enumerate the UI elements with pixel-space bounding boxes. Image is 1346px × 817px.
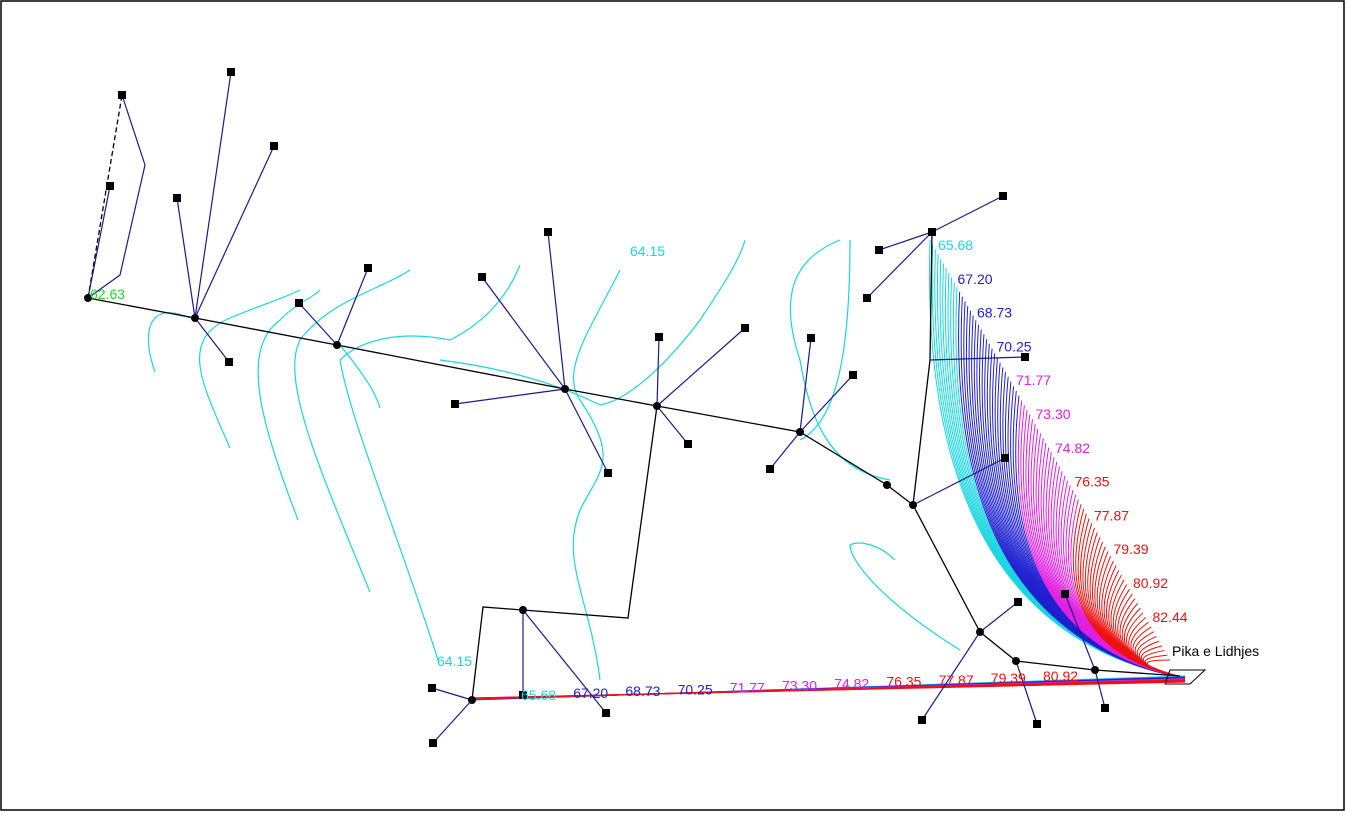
house-marker <box>918 716 926 724</box>
contour-label: 67.20 <box>573 685 608 701</box>
contour-label: 67.20 <box>958 271 993 287</box>
house-marker <box>106 182 114 190</box>
contour-label: 80.92 <box>1133 575 1168 591</box>
network <box>84 68 1207 747</box>
house-marker <box>766 465 774 473</box>
band-line <box>1146 659 1186 679</box>
contour-label: 71.77 <box>730 679 765 695</box>
node <box>1091 666 1099 674</box>
contour-labels: 65.68 67.20 68.73 70.25 71.77 73.30 74.82 76.35… <box>90 237 1188 703</box>
house-marker <box>544 228 552 236</box>
contour-label: 76.35 <box>886 674 921 690</box>
contour-label: 74.82 <box>1055 440 1090 456</box>
node <box>909 501 917 509</box>
nodes <box>84 68 1109 747</box>
contour <box>439 239 746 406</box>
contour <box>339 344 381 409</box>
house-marker <box>364 264 372 272</box>
house-marker <box>1033 720 1041 728</box>
contour-label: 77.87 <box>1094 507 1129 523</box>
contour-label: 80.92 <box>1043 668 1078 684</box>
house-marker <box>429 739 437 747</box>
contour <box>339 264 521 661</box>
house-marker <box>999 192 1007 200</box>
house-marker <box>684 440 692 448</box>
contour-label: 64.15 <box>630 243 665 259</box>
contour-label: 62.63 <box>90 286 125 302</box>
house-marker <box>928 228 936 236</box>
house-marker <box>1021 353 1029 361</box>
contour-label: 71.77 <box>1016 372 1051 388</box>
branch-line <box>471 405 658 701</box>
house-marker <box>451 400 459 408</box>
contour <box>294 269 411 593</box>
contour-lines <box>147 239 961 681</box>
pressure-bands <box>471 239 1186 701</box>
contour <box>849 542 961 651</box>
node <box>796 428 804 436</box>
contour-label: 79.39 <box>991 670 1026 686</box>
contour-label: 65.68 <box>521 687 556 703</box>
house-marker <box>604 469 612 477</box>
house-marker <box>1101 704 1109 712</box>
node <box>191 314 199 322</box>
contour-label: 76.35 <box>1075 474 1110 490</box>
house-marker <box>1014 598 1022 606</box>
callout-label: Pika e Lidhjes <box>1172 643 1259 659</box>
node <box>468 696 476 704</box>
contour <box>147 312 191 373</box>
contour-label: 73.30 <box>1036 406 1071 422</box>
house-marker <box>173 194 181 202</box>
node <box>1012 657 1020 665</box>
contour-label: 77.87 <box>939 672 974 688</box>
contour <box>572 269 621 681</box>
contour <box>799 239 851 441</box>
node <box>883 481 891 489</box>
node <box>653 402 661 410</box>
band-line <box>471 681 1186 699</box>
house-marker <box>602 709 610 717</box>
contour-label: 82.44 <box>1153 609 1188 625</box>
node <box>519 606 527 614</box>
contour-label: 79.39 <box>1114 541 1149 557</box>
house-marker <box>519 691 527 699</box>
house-marker <box>807 334 815 342</box>
contour-label: 65.68 <box>938 237 973 253</box>
house-marker <box>118 91 126 99</box>
contour-label: 73.30 <box>782 678 817 694</box>
trunk-line <box>87 297 1181 677</box>
branch-line <box>87 94 123 299</box>
contour-label: 70.25 <box>678 681 713 697</box>
node <box>976 628 984 636</box>
house-marker <box>270 142 278 150</box>
contour-label: 68.73 <box>625 683 660 699</box>
house-marker <box>863 294 871 302</box>
node <box>84 294 92 302</box>
contour <box>198 289 301 449</box>
house-marker <box>478 273 486 281</box>
house-marker <box>227 68 235 76</box>
house-marker <box>295 299 303 307</box>
connection-point <box>1164 669 1207 685</box>
house-marker <box>741 324 749 332</box>
contour-label: 70.25 <box>997 338 1032 354</box>
node <box>561 385 569 393</box>
contour <box>257 289 321 521</box>
house-marker <box>655 333 663 341</box>
contour <box>789 239 891 481</box>
service-lines <box>87 71 1106 744</box>
house-marker <box>875 246 883 254</box>
contour-label: 74.82 <box>834 676 869 692</box>
node <box>333 341 341 349</box>
house-marker <box>428 684 436 692</box>
contour-label: 68.73 <box>977 305 1012 321</box>
house-marker <box>1001 454 1009 462</box>
contour-label: 64.15 <box>437 653 472 669</box>
house-marker <box>849 371 857 379</box>
house-marker <box>1061 590 1069 598</box>
house-marker <box>225 358 233 366</box>
